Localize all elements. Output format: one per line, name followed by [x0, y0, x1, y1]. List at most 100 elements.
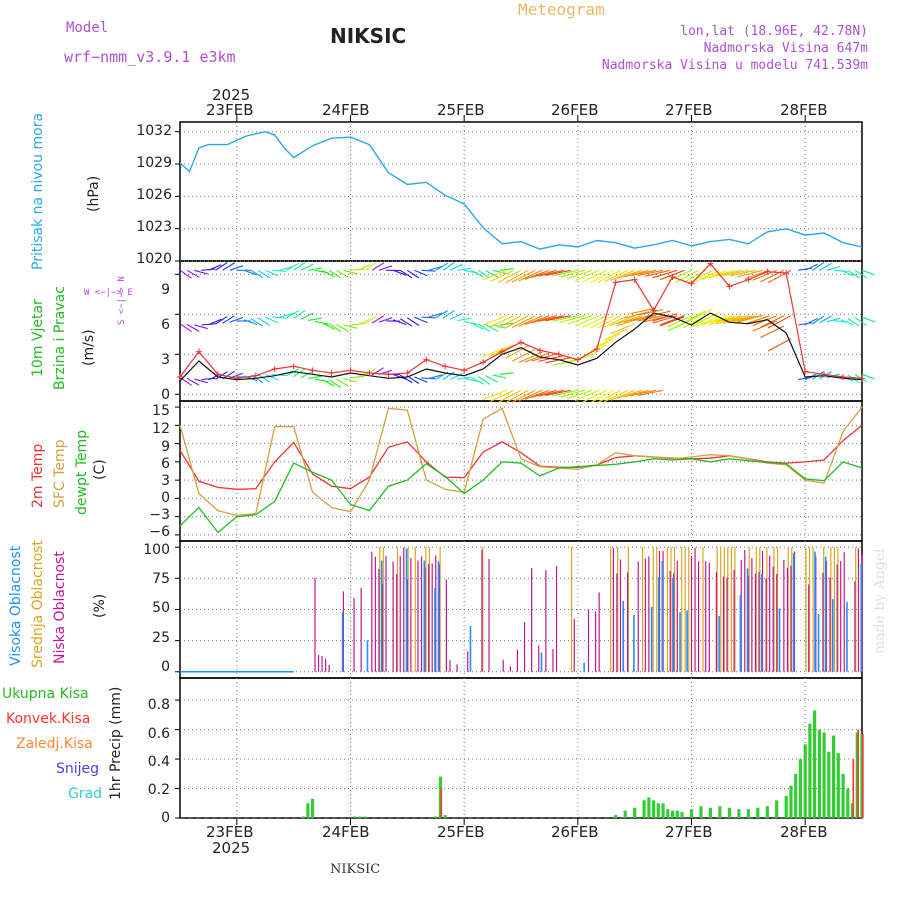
wind-arrow — [767, 338, 792, 352]
wind-gust-marker — [271, 366, 278, 372]
wind-arrow — [328, 269, 342, 279]
wind-arrow — [798, 322, 812, 326]
wind-arrow — [826, 266, 841, 271]
wind-arrow — [215, 262, 228, 271]
temp-tick: 12 — [152, 421, 170, 437]
wind-arrow — [689, 269, 714, 283]
wind-arrow — [286, 310, 299, 318]
wind-arrow — [531, 269, 557, 278]
wind-arrow — [490, 315, 515, 328]
precip-total-bar — [614, 815, 618, 818]
top-day-label: 27FEB — [665, 101, 713, 119]
wind-arrow — [582, 389, 607, 403]
precip-total-bar — [737, 809, 741, 818]
top-day-label: 25FEB — [437, 101, 485, 119]
cloud-tick: 100 — [143, 542, 170, 558]
wind-arrow — [399, 318, 413, 327]
wind-arrow — [590, 269, 614, 284]
wind-tick: 3 — [161, 352, 170, 368]
wind-arrow — [328, 323, 342, 333]
wind-arrow — [490, 269, 515, 282]
wind-arrow — [229, 265, 244, 271]
wind-arrow — [499, 372, 514, 375]
wind-arrow — [833, 269, 848, 273]
coords-label: lon,lat (18.96E, 42.78N) — [680, 24, 868, 39]
wind-arrow — [610, 323, 635, 335]
wind-arrow — [449, 312, 463, 320]
wind-arrow — [737, 269, 763, 278]
wind-compass-h: W <−|−> E — [84, 288, 133, 298]
wind-arrow — [457, 376, 471, 380]
precip-frame — [179, 677, 863, 819]
wind-arrow — [343, 269, 358, 275]
wind-arrow — [590, 389, 614, 404]
wind-gust-marker — [840, 374, 847, 380]
wind-arrow — [524, 352, 550, 363]
wind-arrow — [652, 313, 678, 322]
wind-arrow — [819, 315, 832, 324]
wind-arrow — [186, 269, 200, 278]
pressure-tick: 1026 — [136, 187, 172, 203]
wind-arrow — [186, 377, 200, 386]
wind-gust-marker — [347, 367, 354, 374]
precip-tick: 0 — [161, 810, 170, 826]
wind-arrow — [272, 269, 287, 273]
precip-total-bar — [789, 785, 793, 818]
wind-arrow — [257, 374, 271, 383]
wind-arrow — [518, 389, 543, 402]
wind-arrow — [293, 309, 306, 319]
wind-arrow — [567, 315, 593, 325]
pressure-frame — [179, 121, 863, 262]
wind-arrow — [511, 269, 536, 283]
wind-arrow — [272, 316, 287, 319]
wind-arrow — [435, 310, 449, 319]
wind-arrow — [350, 268, 365, 271]
wind-gust-marker — [707, 260, 714, 267]
precip-total-bar — [353, 816, 357, 818]
wind-arrow — [421, 269, 436, 272]
wind-frame — [179, 260, 863, 402]
wind-arrow — [729, 269, 756, 277]
precip-total-bar — [699, 806, 703, 818]
temp-tick: 9 — [161, 439, 170, 455]
wind-arrow — [350, 375, 365, 379]
wind-arrow — [406, 269, 420, 279]
wind-gust-marker — [423, 356, 430, 363]
wind-arrow — [464, 377, 479, 382]
precip-total-bar — [798, 759, 802, 818]
wind-arrow — [559, 389, 586, 398]
wind-arrow — [314, 321, 329, 325]
wind-arrow — [709, 315, 735, 324]
precip-conv-bar — [852, 759, 855, 818]
precip-tick: 0.8 — [147, 697, 170, 713]
wind-gust-marker — [688, 280, 695, 287]
wind-arrow — [392, 319, 407, 326]
wind-arrow — [590, 315, 614, 329]
wind-arrow — [265, 316, 279, 324]
wind-arrow — [336, 378, 349, 387]
wind-arrow — [478, 323, 491, 333]
wind-arrow — [194, 324, 208, 330]
wind-gust-marker — [536, 347, 543, 354]
wind-arrow — [321, 269, 335, 278]
wind-gust-marker — [328, 370, 335, 376]
precip-total-bar — [846, 788, 850, 818]
bottom-day-label: 28FEB — [780, 823, 828, 841]
wind-arrow — [616, 315, 642, 325]
wind-arrow — [435, 262, 449, 271]
top-day-label: 28FEB — [780, 101, 828, 119]
wind-arrow — [559, 315, 586, 323]
pressure-tick: 1029 — [136, 155, 172, 171]
wind-arrow — [485, 375, 499, 383]
precip-total-bar — [623, 810, 627, 818]
precip-snow-label: Snijeg — [56, 761, 100, 777]
wind-arrow — [194, 269, 208, 275]
precip-total-bar — [765, 806, 769, 818]
wind-arrow — [854, 317, 868, 326]
precip-tick: 0.6 — [147, 726, 170, 742]
wind-arrow — [492, 374, 507, 379]
wind-arrow — [243, 269, 258, 276]
wind-arrow — [343, 324, 358, 329]
temp-frame — [179, 400, 863, 542]
